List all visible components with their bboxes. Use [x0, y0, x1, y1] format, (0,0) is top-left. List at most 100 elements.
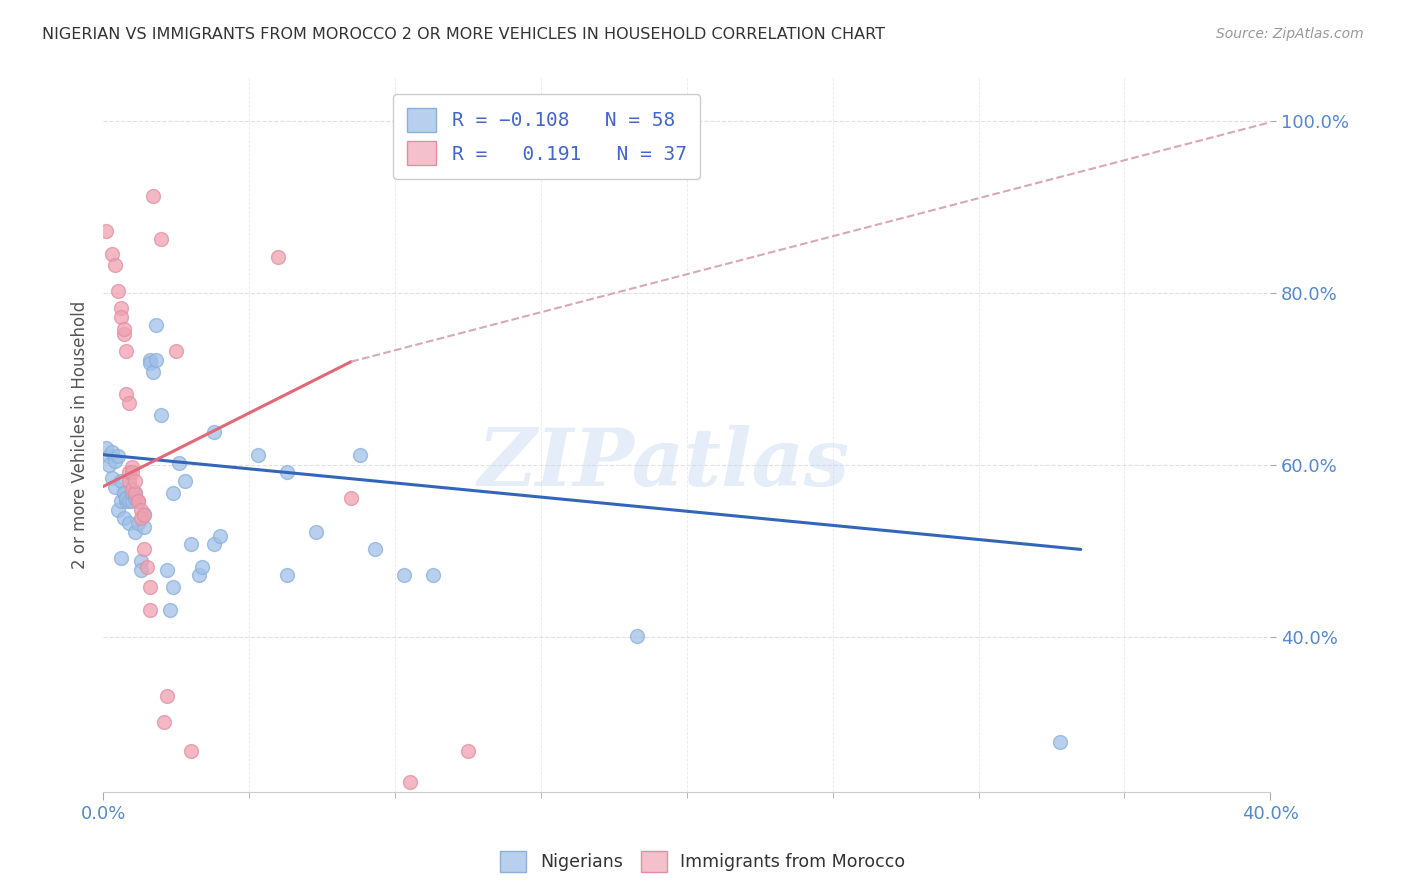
Point [104, 258, 127, 272]
Point [112, 485, 135, 500]
Point [132, 508, 155, 522]
Point [139, 603, 162, 617]
Point [118, 516, 141, 530]
Point [110, 301, 132, 316]
Point [115, 344, 138, 359]
Text: Source: ZipAtlas.com: Source: ZipAtlas.com [1216, 27, 1364, 41]
Point [150, 232, 173, 246]
Point [94, 224, 117, 238]
Point [118, 396, 141, 410]
Point [191, 559, 214, 574]
Point [276, 568, 298, 582]
Point [167, 456, 190, 470]
Point [112, 485, 135, 500]
Point [121, 459, 143, 474]
Point [110, 494, 132, 508]
Point [104, 453, 127, 467]
Point [107, 503, 129, 517]
Point [101, 471, 124, 485]
Point [118, 494, 141, 508]
Point [121, 482, 143, 496]
Point [349, 448, 371, 462]
Text: ZIPatlas: ZIPatlas [478, 425, 849, 502]
Point [1049, 735, 1071, 749]
Point [124, 485, 146, 500]
Point [267, 250, 290, 264]
Point [188, 568, 211, 582]
Point [162, 580, 184, 594]
Point [132, 542, 155, 557]
Point [107, 450, 129, 464]
Point [139, 580, 162, 594]
Point [101, 247, 124, 261]
Point [110, 551, 132, 566]
Point [112, 327, 135, 342]
Point [363, 542, 385, 557]
Point [104, 479, 127, 493]
Point [246, 448, 269, 462]
Point [107, 284, 129, 298]
Point [121, 485, 143, 500]
Point [305, 525, 328, 540]
Point [340, 491, 363, 505]
Point [129, 503, 152, 517]
Point [129, 554, 152, 568]
Point [115, 491, 138, 505]
Point [142, 189, 165, 203]
Legend: R = −0.108   N = 58, R =   0.191   N = 37: R = −0.108 N = 58, R = 0.191 N = 37 [394, 95, 700, 178]
Point [118, 474, 141, 488]
Point [173, 474, 195, 488]
Point [112, 322, 135, 336]
Point [127, 516, 149, 530]
Point [135, 559, 157, 574]
Point [110, 474, 132, 488]
Y-axis label: 2 or more Vehicles in Household: 2 or more Vehicles in Household [72, 301, 89, 569]
Point [132, 507, 155, 521]
Point [180, 537, 202, 551]
Point [121, 465, 143, 479]
Point [115, 387, 138, 401]
Point [112, 511, 135, 525]
Point [121, 494, 143, 508]
Point [94, 441, 117, 455]
Point [118, 465, 141, 479]
Point [276, 465, 298, 479]
Point [422, 568, 444, 582]
Point [139, 356, 162, 370]
Point [124, 485, 146, 500]
Point [124, 525, 146, 540]
Point [129, 563, 152, 577]
Point [165, 344, 187, 359]
Point [392, 568, 415, 582]
Point [162, 485, 184, 500]
Point [98, 450, 121, 464]
Point [180, 744, 202, 758]
Point [115, 494, 138, 508]
Point [150, 408, 173, 422]
Point [208, 528, 231, 542]
Point [127, 494, 149, 508]
Point [153, 714, 176, 729]
Point [124, 474, 146, 488]
Point [110, 310, 132, 324]
Point [139, 353, 162, 368]
Text: NIGERIAN VS IMMIGRANTS FROM MOROCCO 2 OR MORE VEHICLES IN HOUSEHOLD CORRELATION : NIGERIAN VS IMMIGRANTS FROM MOROCCO 2 OR… [42, 27, 886, 42]
Point [398, 775, 420, 789]
Point [159, 603, 181, 617]
Point [156, 689, 179, 703]
Point [132, 520, 155, 534]
Point [145, 318, 167, 333]
Point [202, 425, 225, 440]
Point [202, 537, 225, 551]
Point [98, 458, 121, 472]
Point [156, 563, 179, 577]
Point [142, 365, 165, 379]
Point [457, 744, 479, 758]
Legend: Nigerians, Immigrants from Morocco: Nigerians, Immigrants from Morocco [494, 844, 912, 879]
Point [626, 628, 648, 642]
Point [145, 353, 167, 368]
Point [124, 491, 146, 505]
Point [129, 511, 152, 525]
Point [127, 494, 149, 508]
Point [101, 445, 124, 459]
